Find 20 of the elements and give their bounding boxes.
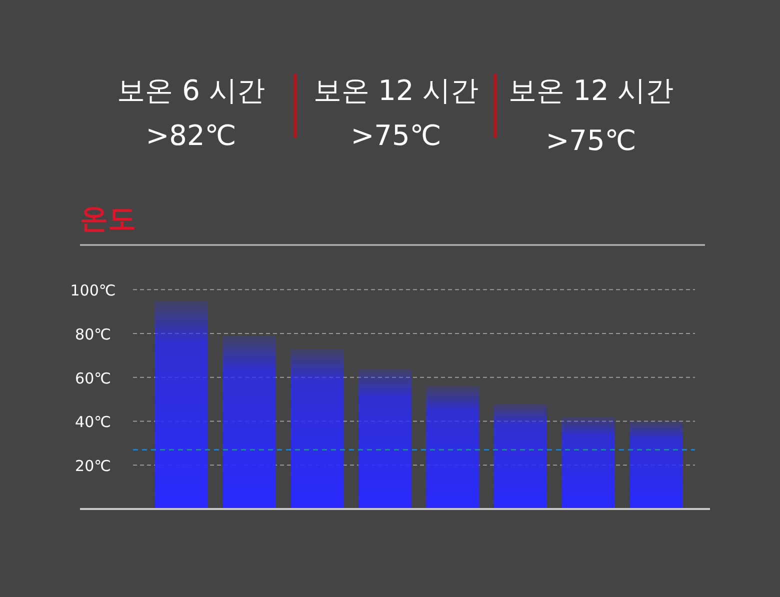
y-tick-label: 20℃	[75, 457, 111, 476]
text: 보온 12 시간	[508, 74, 674, 107]
text: >75℃	[350, 119, 442, 152]
bar	[155, 300, 208, 509]
bar	[222, 336, 276, 509]
y-tick-label: 40℃	[75, 413, 111, 432]
y-tick-label: 80℃	[75, 325, 111, 344]
bar	[426, 386, 480, 509]
bar	[494, 404, 547, 509]
text: >75℃	[546, 124, 636, 157]
bar	[358, 368, 412, 509]
text: 보온 12 시간	[313, 74, 479, 107]
text: >82℃	[146, 119, 236, 152]
chart-title: 온도	[80, 202, 136, 235]
y-tick-label: 100℃	[70, 282, 116, 300]
bar	[630, 421, 683, 509]
y-tick-label: 60℃	[75, 369, 111, 388]
text: 보온 6 시간	[117, 74, 265, 107]
bar	[290, 348, 344, 509]
bar	[562, 416, 615, 509]
